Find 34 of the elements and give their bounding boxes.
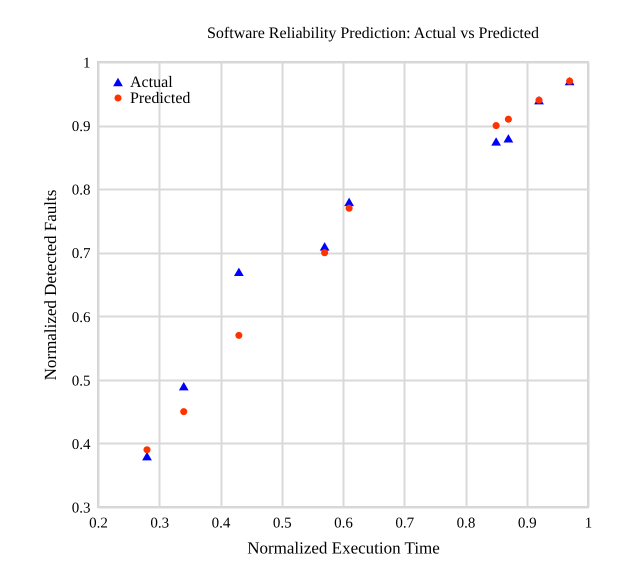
legend-label: Predicted <box>130 90 190 107</box>
y-tick-label: 0.6 <box>72 310 91 326</box>
x-tick-label: 0.4 <box>212 516 231 532</box>
y-tick-label: 1 <box>83 56 90 72</box>
point <box>234 268 244 276</box>
point <box>504 134 514 143</box>
x-axis-title: Normalized Execution Time <box>247 538 440 558</box>
y-tick-label: 0.7 <box>72 246 91 262</box>
x-tick-label: 0.6 <box>334 516 354 532</box>
y-tick-label: 0.8 <box>72 182 90 199</box>
point <box>321 249 328 256</box>
x-tick-label: 0.2 <box>89 516 108 532</box>
x-tick-label: 0.9 <box>518 516 537 532</box>
legend-label: Actual <box>130 74 174 91</box>
x-tick-label: 0.8 <box>456 516 476 532</box>
y-tick-label: 0.3 <box>72 500 90 516</box>
x-tick-label: 0.3 <box>150 516 170 532</box>
chart-title: Software Reliability Prediction: Actual vs Predicted <box>207 25 539 42</box>
y-tick-label: 0.5 <box>72 373 90 390</box>
point <box>178 382 189 390</box>
x-tick-label: 1 <box>584 516 592 532</box>
x-tick-label: 0.5 <box>272 516 292 532</box>
point <box>142 452 152 460</box>
point <box>504 116 512 123</box>
y-tick-label: 0.9 <box>72 119 90 136</box>
y-tick-label: 0.4 <box>72 436 91 453</box>
y-axis-title: Normalized Detected Faults <box>40 190 60 380</box>
point <box>492 122 500 130</box>
point <box>235 332 242 339</box>
x-tick-label: 0.7 <box>395 516 415 532</box>
point <box>491 137 501 146</box>
point <box>346 204 353 212</box>
point <box>180 408 188 416</box>
point <box>143 446 151 454</box>
